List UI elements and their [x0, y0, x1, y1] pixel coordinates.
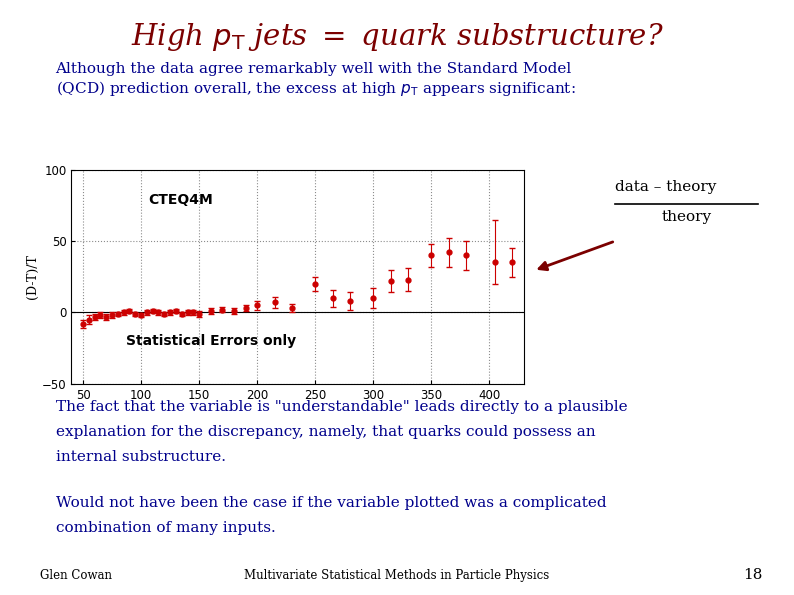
Text: Glen Cowan: Glen Cowan	[40, 569, 112, 582]
Text: (QCD) prediction overall, the excess at high $p_\mathrm{T}$ appears significant:: (QCD) prediction overall, the excess at …	[56, 79, 576, 98]
Text: Although the data agree remarkably well with the Standard Model: Although the data agree remarkably well …	[56, 62, 572, 77]
Text: explanation for the discrepancy, namely, that quarks could possess an: explanation for the discrepancy, namely,…	[56, 425, 596, 439]
Text: CTEQ4M: CTEQ4M	[148, 193, 213, 207]
Text: theory: theory	[661, 210, 712, 224]
Text: internal substructure.: internal substructure.	[56, 450, 225, 464]
Text: Multivariate Statistical Methods in Particle Physics: Multivariate Statistical Methods in Part…	[245, 569, 549, 582]
Text: data – theory: data – theory	[615, 180, 717, 195]
Text: 18: 18	[743, 568, 762, 582]
Y-axis label: (D-T)/T: (D-T)/T	[26, 254, 39, 299]
Text: combination of many inputs.: combination of many inputs.	[56, 521, 276, 535]
Text: High $p_\mathrm{T}$ jets $=$ quark substructure?: High $p_\mathrm{T}$ jets $=$ quark subst…	[130, 21, 664, 53]
Text: The fact that the variable is "understandable" leads directly to a plausible: The fact that the variable is "understan…	[56, 400, 627, 414]
Text: Statistical Errors only: Statistical Errors only	[125, 334, 296, 348]
Text: Would not have been the case if the variable plotted was a complicated: Would not have been the case if the vari…	[56, 496, 606, 510]
